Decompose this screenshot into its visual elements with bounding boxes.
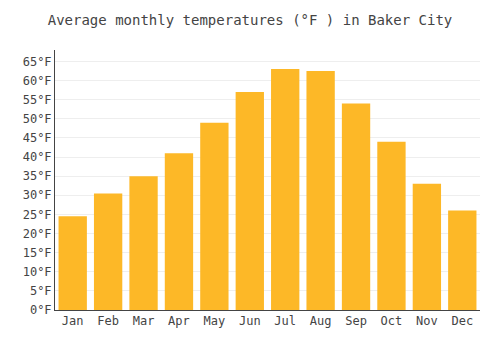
svg-text:Nov: Nov (416, 314, 438, 328)
svg-text:0°F: 0°F (30, 303, 52, 317)
svg-text:45°F: 45°F (23, 131, 52, 145)
svg-text:15°F: 15°F (23, 246, 52, 260)
svg-text:Jul: Jul (274, 314, 296, 328)
svg-text:5°F: 5°F (30, 284, 52, 298)
svg-text:Dec: Dec (451, 314, 473, 328)
svg-text:65°F: 65°F (23, 55, 52, 69)
svg-text:Feb: Feb (97, 314, 119, 328)
svg-text:35°F: 35°F (23, 169, 52, 183)
svg-text:Jun: Jun (239, 314, 261, 328)
svg-text:May: May (204, 314, 226, 328)
svg-text:Jan: Jan (62, 314, 84, 328)
svg-text:30°F: 30°F (23, 188, 52, 202)
svg-text:20°F: 20°F (23, 227, 52, 241)
svg-text:55°F: 55°F (23, 93, 52, 107)
svg-text:Apr: Apr (168, 314, 190, 328)
svg-text:50°F: 50°F (23, 112, 52, 126)
svg-text:40°F: 40°F (23, 150, 52, 164)
svg-text:Average monthly temperatures (: Average monthly temperatures (°F ) in Ba… (48, 12, 453, 28)
svg-text:Oct: Oct (381, 314, 403, 328)
svg-text:25°F: 25°F (23, 208, 52, 222)
svg-text:10°F: 10°F (23, 265, 52, 279)
svg-text:Mar: Mar (133, 314, 155, 328)
svg-text:Sep: Sep (345, 314, 367, 328)
svg-text:60°F: 60°F (23, 74, 52, 88)
svg-text:Aug: Aug (310, 314, 332, 328)
